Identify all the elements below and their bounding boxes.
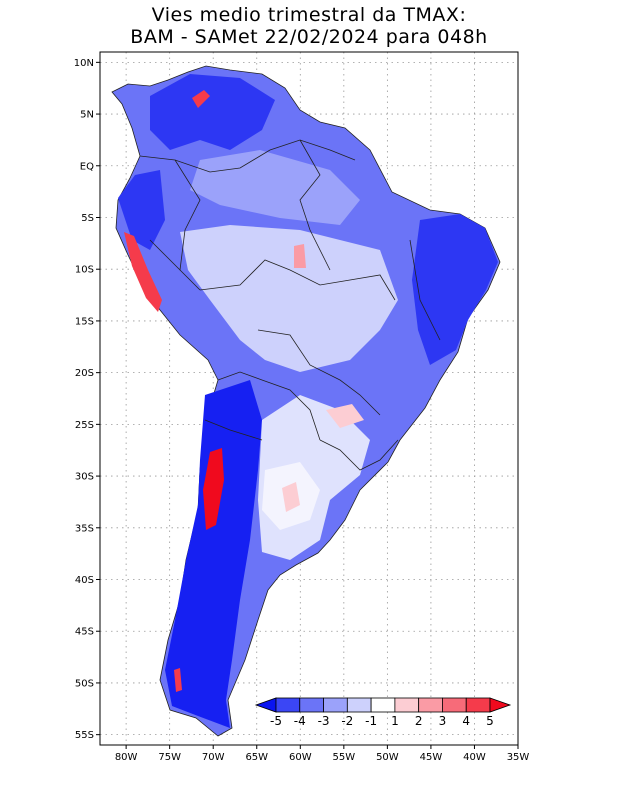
y-tick-label: 15S [75,316,94,327]
strong-negative-andes-north [118,170,165,250]
x-tick-label: 55W [333,752,356,763]
x-tick-label: 80W [115,752,138,763]
y-tick-label: 10S [75,265,94,276]
colorbar-label: -5 [270,714,282,728]
map-frame [99,51,519,746]
positive-patch-andes-argentina [203,448,224,530]
colorbar-label: 3 [439,714,447,728]
y-axis: 10N 5N EQ 5S 10S 15S 20S 25S 30S 35S 40S 45S 50S 55S [74,58,100,741]
y-tick-label: 30S [75,472,94,483]
y-tick-label: 5N [80,110,94,121]
positive-patch-venezuela [192,90,210,108]
colorbar-label: -1 [365,714,377,728]
colorbar-segment [275,697,301,713]
colorbar-label: -4 [294,714,306,728]
colorbar-label: 1 [391,714,399,728]
y-tick-label: 25S [75,420,94,431]
x-tick-label: 75W [158,752,181,763]
x-tick-label: 50W [376,752,399,763]
colorbar-label: -2 [341,714,353,728]
x-tick-label: 60W [289,752,312,763]
colorbar-segment [346,697,372,713]
positive-patch-paraguay [326,404,364,428]
positive-patch-andes-peru [124,232,162,312]
y-tick-label: 20S [75,368,94,379]
y-tick-label: 5S [81,213,94,224]
positive-patch-pampas [282,482,300,512]
y-tick-label: 40S [75,575,94,586]
strong-negative-region-north [150,74,275,150]
colorbar-label: 4 [462,714,470,728]
x-tick-label: 45W [420,752,443,763]
x-tick-label: 70W [202,752,225,763]
weak-negative-region-central [180,225,398,372]
strong-negative-region-south [165,380,262,728]
y-tick-label: 55S [75,730,94,741]
colorbar-segment [370,697,396,713]
colorbar-segment [299,697,324,713]
y-tick-label: 50S [75,678,94,689]
colorbar-label: 5 [486,714,494,728]
x-tick-label: 65W [245,752,268,763]
colorbar-right-arrow [489,697,512,713]
country-borders [139,139,441,471]
colorbar: -5 -4 -3 -2 -1 1 2 3 4 5 [254,697,512,728]
y-tick-label: 35S [75,523,94,534]
positive-patch-patagonia [174,668,182,692]
x-tick-label: 40W [463,752,486,763]
colorbar-segment [418,697,443,713]
map-title-line1: Vies medio trimestral da TMAX: [151,4,467,26]
y-tick-label: EQ [80,161,94,172]
colorbar-segment [465,697,491,713]
colorbar-label: -3 [318,714,330,728]
x-axis: 80W 75W 70W 65W 60W 55W 50W 45W 40W 35W [115,745,530,763]
colorbar-segment [323,697,348,713]
y-tick-label: 45S [75,627,94,638]
y-tick-label: 10N [74,58,94,69]
x-tick-label: 35W [507,752,530,763]
colorbar-segment [442,697,467,713]
colorbar-segment [394,697,420,713]
colorbar-label: 2 [415,714,423,728]
positive-patch-brazil [294,244,306,268]
map-title-line2: BAM - SAMet 22/02/2024 para 048h [130,26,488,48]
